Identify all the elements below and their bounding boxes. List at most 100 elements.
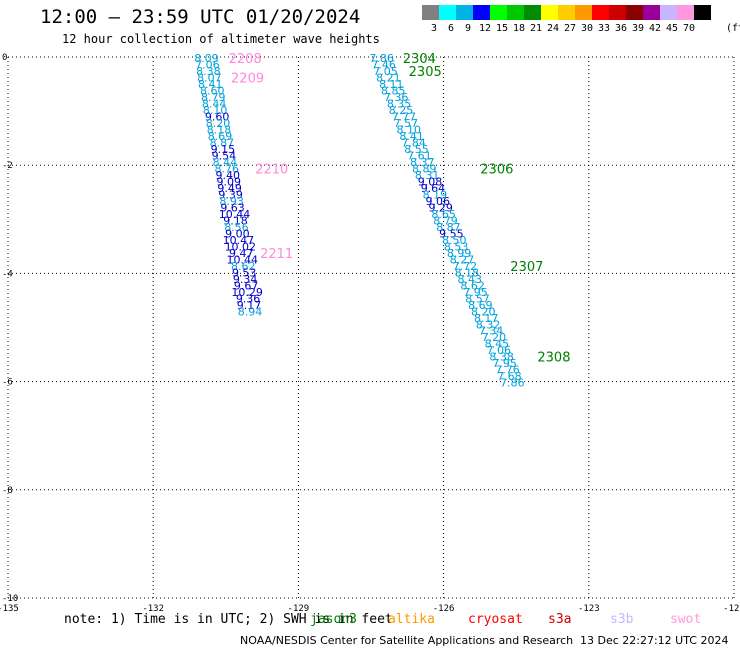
footer-credit: NOAA/NESDIS Center for Satellite Applica…	[240, 634, 574, 647]
swh-value-swot: 8.94	[238, 305, 263, 318]
swh-value-jason3: 8.99	[447, 247, 472, 260]
swh-value-swot: 8.41	[198, 78, 223, 91]
x-tick-label: -120	[723, 604, 740, 614]
swh-value-jason3: 8.43	[457, 273, 482, 286]
y-tick-label: -8	[2, 486, 13, 496]
color-scale-label: 9	[465, 23, 472, 34]
swh-value-jason3: 8.21	[376, 72, 401, 85]
swh-value-jason3: 7.05	[373, 65, 398, 78]
color-scale-label: 3	[431, 23, 438, 34]
swh-value-jason3: 8.79	[433, 214, 458, 227]
swh-value-swot: 9.40	[215, 169, 240, 182]
swh-value-swot: 9.34	[233, 273, 258, 286]
color-swatch	[677, 5, 694, 20]
swh-value-jason3: 8.11	[379, 78, 404, 91]
swh-value-jason3: 7.68	[497, 370, 522, 383]
color-swatch	[524, 5, 541, 20]
swh-value-jason3: 8.32	[476, 318, 501, 331]
satellite-legend-altika: altika	[388, 612, 435, 627]
color-swatch	[507, 5, 524, 20]
swh-value-swot: 8.09	[194, 52, 219, 65]
swh-value-swot: 8.69	[208, 130, 233, 143]
color-swatch	[456, 5, 473, 20]
color-swatch	[626, 5, 643, 20]
color-scale-label: 6	[448, 23, 455, 34]
swh-value-swot: 8.76	[215, 162, 240, 175]
color-swatch	[422, 5, 439, 20]
satellite-legend-swot: swot	[670, 612, 702, 627]
swh-value-swot: 9.17	[237, 299, 262, 312]
swh-value-swot: 8.07	[197, 72, 222, 85]
swh-value-swot: 8.10	[203, 104, 228, 117]
swh-value-swot: 8.87	[210, 136, 235, 149]
x-tick-label: -135	[0, 604, 19, 614]
swh-value-swot: 9.49	[217, 182, 242, 195]
color-scale-label: 15	[496, 23, 509, 34]
swh-value-jason3: 9.06	[426, 195, 451, 208]
swh-value-jason3: 8.89	[412, 162, 437, 175]
swh-value-swot: 10.47	[223, 234, 255, 247]
color-scale-label: 39	[632, 23, 645, 34]
swh-value-swot: 8.79	[201, 91, 226, 104]
page-subtitle: 12 hour collection of altimeter wave hei…	[62, 32, 380, 46]
swh-value-jason3: 9.64	[421, 182, 446, 195]
color-scale-label: 27	[564, 23, 577, 34]
swh-value-swot: 8.44	[202, 98, 227, 111]
swh-value-jason3: 8.27	[450, 253, 475, 266]
swh-value-swot: 9.36	[236, 292, 261, 305]
swh-value-jason3: 7.36	[384, 91, 409, 104]
x-tick-label: -123	[578, 604, 600, 614]
swh-value-jason3: 7.84	[401, 136, 426, 149]
pass-label-swot: 2208	[229, 52, 262, 67]
pass-label-jason3: 2306	[480, 162, 513, 177]
swh-value-swot: 10.29	[231, 286, 263, 299]
color-swatch	[541, 5, 558, 20]
swh-value-swot: 9.53	[232, 266, 257, 279]
satellite-legend-s3a: s3a	[548, 612, 572, 627]
swh-value-jason3: 7.46	[371, 59, 396, 72]
swh-value-swot: 8.93	[219, 195, 244, 208]
color-scale-label: 18	[513, 23, 526, 34]
swh-value-swot: 8.44	[213, 156, 238, 169]
swh-value-jason3: 8.45	[485, 338, 510, 351]
swh-value-jason3: 7.34	[479, 325, 504, 338]
swh-value-swot: 8.62	[231, 260, 256, 273]
color-scale-label: 33	[598, 23, 611, 34]
color-scale-label: 42	[649, 23, 662, 34]
swh-value-swot: 10.44	[227, 253, 259, 266]
x-tick-label: -129	[288, 604, 310, 614]
y-tick-label: -4	[2, 269, 13, 279]
swh-value-jason3: 8.31	[415, 169, 440, 182]
color-swatch	[575, 5, 592, 20]
y-tick-label: -2	[2, 161, 13, 171]
swh-value-swot: 9.54	[212, 149, 237, 162]
swh-value-jason3: 8.53	[444, 240, 469, 253]
swh-value-jason3: 8.18	[455, 266, 480, 279]
swh-value-swot: 9.60	[205, 111, 230, 124]
satellite-legend-jason3: jason3	[310, 612, 357, 627]
pass-label-swot: 2210	[255, 162, 288, 177]
pass-label-jason3: 2305	[409, 65, 442, 80]
color-swatch	[609, 5, 626, 20]
swh-value-jason3: 8.41	[399, 130, 424, 143]
swh-value-jason3: 7.57	[394, 117, 419, 130]
y-tick-label: -6	[2, 378, 13, 388]
pass-label-swot: 2209	[231, 72, 264, 87]
pass-label-jason3: 2308	[537, 351, 570, 366]
x-tick-label: -132	[142, 604, 164, 614]
color-scale-label: 45	[666, 23, 679, 34]
y-tick-label: -10	[2, 594, 18, 604]
swh-value-jason3: 7.06	[487, 344, 512, 357]
color-swatch	[473, 5, 490, 20]
swh-value-jason3: 8.37	[410, 156, 435, 169]
swh-value-swot: 8.18	[207, 123, 232, 136]
swh-value-swot: 10.44	[219, 208, 251, 221]
swh-value-swot: 9.09	[216, 175, 241, 188]
swh-value-swot: 9.67	[234, 279, 259, 292]
page-title: 12:00 – 23:59 UTC 01/20/2024	[40, 6, 361, 28]
color-scale-label: 36	[615, 23, 628, 34]
pass-label-jason3: 2307	[510, 260, 543, 275]
footer-note: note: 1) Time is in UTC; 2) SWH is in fe…	[64, 612, 393, 627]
color-swatch	[490, 5, 507, 20]
